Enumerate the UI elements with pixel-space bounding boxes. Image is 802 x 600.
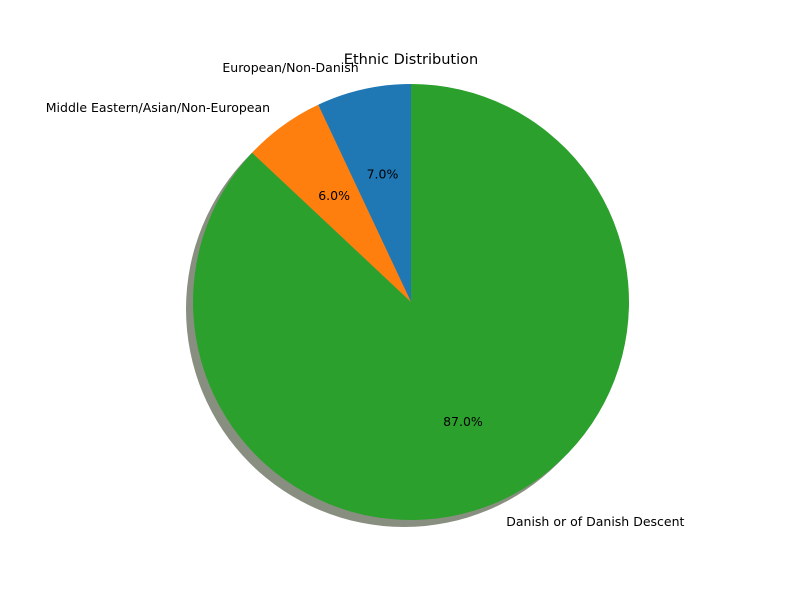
pie-slice-2	[193, 84, 630, 520]
slice-label-1: Middle Eastern/Asian/Non-European	[46, 100, 270, 115]
slice-label-0: European/Non-Danish	[222, 60, 358, 75]
slice-label-2: Danish or of Danish Descent	[506, 514, 684, 529]
slice-pct-label-2: 87.0%	[443, 414, 483, 429]
chart-title: Ethnic Distribution	[344, 52, 478, 68]
slice-pct-label-0: 7.0%	[367, 166, 399, 181]
pie-slice-0	[318, 84, 411, 302]
slice-pct-label-1: 6.0%	[318, 188, 350, 203]
pie-slice-1	[252, 104, 411, 302]
